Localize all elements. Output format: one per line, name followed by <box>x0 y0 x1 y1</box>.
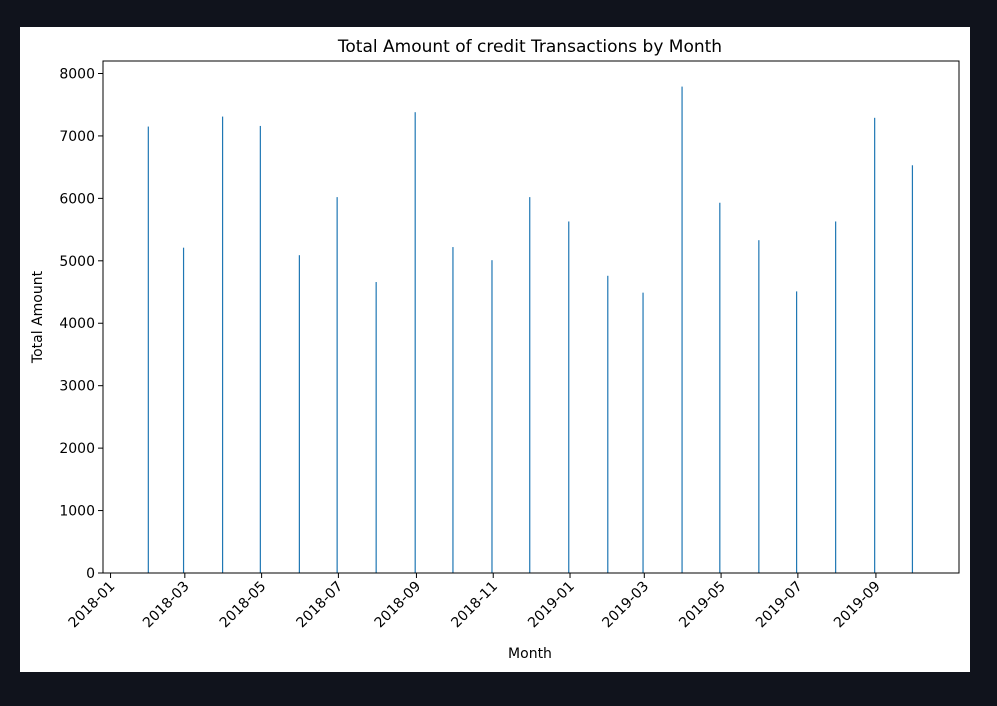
y-tick-label: 5000 <box>59 254 95 270</box>
bar <box>835 221 836 573</box>
y-tick-label: 7000 <box>59 129 95 145</box>
bar <box>415 112 416 573</box>
chart-figure: Total Amount of credit Transactions by M… <box>20 27 970 672</box>
y-tick-label: 8000 <box>59 66 95 82</box>
x-tick-label: 2018-05 <box>217 579 270 632</box>
bar <box>758 240 759 573</box>
y-tick-label: 1000 <box>59 504 95 520</box>
x-tick-label: 2019-03 <box>599 579 652 632</box>
bar <box>874 118 875 573</box>
bar <box>376 282 377 573</box>
x-axis: 2018-01 2018-03 2018-05 2018-07 2018-09 2018-… <box>66 573 884 631</box>
bar <box>183 248 184 573</box>
bar <box>568 221 569 573</box>
bar <box>681 87 682 573</box>
bar <box>642 293 643 573</box>
x-axis-label: Month <box>508 646 552 662</box>
bar <box>491 260 492 573</box>
bar <box>148 127 149 573</box>
x-tick-label: 2018-09 <box>372 579 425 632</box>
x-tick-label: 2018-07 <box>294 579 347 632</box>
x-tick-label: 2019-01 <box>525 579 578 632</box>
x-tick-label: 2019-05 <box>676 579 729 632</box>
chart-svg: Total Amount of credit Transactions by M… <box>20 27 970 672</box>
chart-title: Total Amount of credit Transactions by M… <box>337 37 722 57</box>
bar <box>299 255 300 573</box>
bar <box>452 247 453 573</box>
y-axis: 0 1000 2000 3000 4000 5000 6000 7000 8000 <box>59 66 103 582</box>
bar <box>719 203 720 573</box>
x-tick-label: 2018-11 <box>448 579 501 632</box>
y-tick-label: 2000 <box>59 441 95 457</box>
y-axis-label: Total Amount <box>30 270 46 364</box>
x-tick-label: 2018-03 <box>140 579 193 632</box>
plot-frame <box>103 61 959 573</box>
x-tick-label: 2018-01 <box>66 579 119 632</box>
bar <box>222 117 223 573</box>
y-tick-label: 4000 <box>59 316 95 332</box>
y-tick-label: 0 <box>86 566 95 582</box>
y-tick-label: 6000 <box>59 191 95 207</box>
bar <box>529 197 530 573</box>
bar <box>260 126 261 573</box>
bars-group <box>148 87 913 573</box>
y-tick-label: 3000 <box>59 379 95 395</box>
bar <box>912 165 913 573</box>
bar <box>337 197 338 573</box>
x-tick-label: 2019-07 <box>753 579 806 632</box>
bar <box>607 276 608 573</box>
x-tick-label: 2019-09 <box>831 579 884 632</box>
bar <box>796 291 797 573</box>
